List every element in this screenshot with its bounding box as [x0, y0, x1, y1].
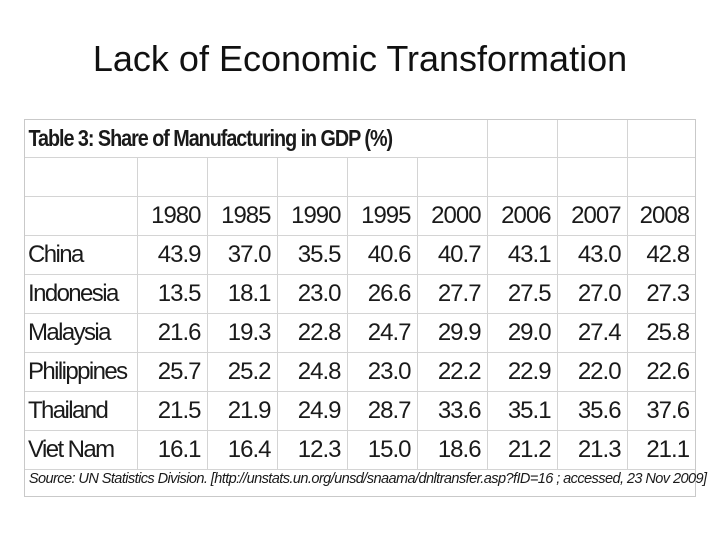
empty-cell	[627, 157, 696, 197]
value-cell: 27.7	[417, 274, 488, 314]
blank-row	[25, 157, 696, 197]
value-cell: 24.8	[277, 352, 348, 392]
value-cell: 21.5	[137, 391, 208, 431]
table-row: Viet Nam 16.1 16.4 12.3 15.0 18.6 21.2 21.3 21.1	[25, 430, 696, 470]
country-label: Indonesia	[25, 274, 138, 314]
value-cell: 22.9	[487, 352, 558, 392]
value-cell: 22.0	[557, 352, 628, 392]
empty-cell	[25, 157, 138, 197]
empty-cell	[277, 157, 348, 197]
country-label: Philippines	[25, 352, 138, 392]
value-cell: 22.2	[417, 352, 488, 392]
value-cell: 25.8	[627, 313, 696, 353]
value-cell: 15.0	[347, 430, 418, 470]
value-cell: 35.1	[487, 391, 558, 431]
value-cell: 40.7	[417, 235, 488, 275]
year-header-1980: 1980	[137, 196, 208, 236]
source-note: Source: UN Statistics Division. [http://…	[28, 470, 707, 487]
table-title-cell: Table 3: Share of Manufacturing in GDP (…	[25, 120, 488, 158]
table-row: China 43.9 37.0 35.5 40.6 40.7 43.1 43.0 42.8	[25, 235, 696, 275]
empty-cell	[207, 157, 278, 197]
manufacturing-table: Table 3: Share of Manufacturing in GDP (…	[24, 119, 707, 497]
country-label: Malaysia	[25, 313, 138, 353]
value-cell: 21.2	[487, 430, 558, 470]
value-cell: 43.9	[137, 235, 208, 275]
value-cell: 16.1	[137, 430, 208, 470]
table-title: Table 3: Share of Manufacturing in GDP (…	[28, 125, 393, 151]
value-cell: 43.1	[487, 235, 558, 275]
value-cell: 24.9	[277, 391, 348, 431]
value-cell: 25.7	[137, 352, 208, 392]
year-header-1985: 1985	[207, 196, 278, 236]
value-cell: 21.3	[557, 430, 628, 470]
value-cell: 16.4	[207, 430, 278, 470]
value-cell: 29.0	[487, 313, 558, 353]
country-label: Viet Nam	[25, 430, 138, 470]
source-row: Source: UN Statistics Division. [http://…	[25, 461, 707, 496]
value-cell: 25.2	[207, 352, 278, 392]
value-cell: 21.6	[137, 313, 208, 353]
value-cell: 27.0	[557, 274, 628, 314]
value-cell: 22.8	[277, 313, 348, 353]
value-cell: 43.0	[557, 235, 628, 275]
value-cell: 23.0	[277, 274, 348, 314]
table-row: Philippines 25.7 25.2 24.8 23.0 22.2 22.9 22.0 2…	[25, 352, 696, 392]
value-cell: 27.3	[627, 274, 696, 314]
year-header-2007: 2007	[557, 196, 628, 236]
value-cell: 19.3	[207, 313, 278, 353]
value-cell: 24.7	[347, 313, 418, 353]
value-cell: 35.5	[277, 235, 348, 275]
value-cell: 21.1	[627, 430, 696, 470]
empty-cell	[137, 157, 208, 197]
empty-cell	[487, 157, 558, 197]
value-cell: 33.6	[417, 391, 488, 431]
value-cell: 35.6	[557, 391, 628, 431]
value-cell: 40.6	[347, 235, 418, 275]
value-cell: 42.8	[627, 235, 696, 275]
year-header-2000: 2000	[417, 196, 488, 236]
value-cell: 23.0	[347, 352, 418, 392]
table-title-row: Table 3: Share of Manufacturing in GDP (…	[25, 120, 696, 158]
year-header-1990: 1990	[277, 196, 348, 236]
value-cell: 28.7	[347, 391, 418, 431]
empty-cell	[417, 157, 488, 197]
value-cell: 37.0	[207, 235, 278, 275]
table-grid: Table 3: Share of Manufacturing in GDP (…	[25, 120, 696, 470]
empty-cell	[627, 120, 696, 158]
value-cell: 22.6	[627, 352, 696, 392]
table-row: Indonesia 13.5 18.1 23.0 26.6 27.7 27.5 27.0 27.…	[25, 274, 696, 314]
empty-cell	[487, 120, 558, 158]
value-cell: 37.6	[627, 391, 696, 431]
value-cell: 29.9	[417, 313, 488, 353]
table-row: Thailand 21.5 21.9 24.9 28.7 33.6 35.1 35.6 37.6	[25, 391, 696, 431]
value-cell: 18.6	[417, 430, 488, 470]
country-label: China	[25, 235, 138, 275]
country-label: Thailand	[25, 391, 138, 431]
value-cell: 27.4	[557, 313, 628, 353]
slide-title: Lack of Economic Transformation	[92, 38, 628, 79]
empty-cell	[557, 157, 628, 197]
value-cell: 21.9	[207, 391, 278, 431]
value-cell: 26.6	[347, 274, 418, 314]
header-corner-cell	[25, 196, 138, 236]
year-header-row: 1980 1985 1990 1995 2000 2006 2007 2008	[25, 196, 696, 236]
value-cell: 13.5	[137, 274, 208, 314]
empty-cell	[557, 120, 628, 158]
year-header-2006: 2006	[487, 196, 558, 236]
value-cell: 12.3	[277, 430, 348, 470]
value-cell: 18.1	[207, 274, 278, 314]
year-header-2008: 2008	[627, 196, 696, 236]
year-header-1995: 1995	[347, 196, 418, 236]
value-cell: 27.5	[487, 274, 558, 314]
empty-cell	[347, 157, 418, 197]
table-row: Malaysia 21.6 19.3 22.8 24.7 29.9 29.0 27.4 25.8	[25, 313, 696, 353]
